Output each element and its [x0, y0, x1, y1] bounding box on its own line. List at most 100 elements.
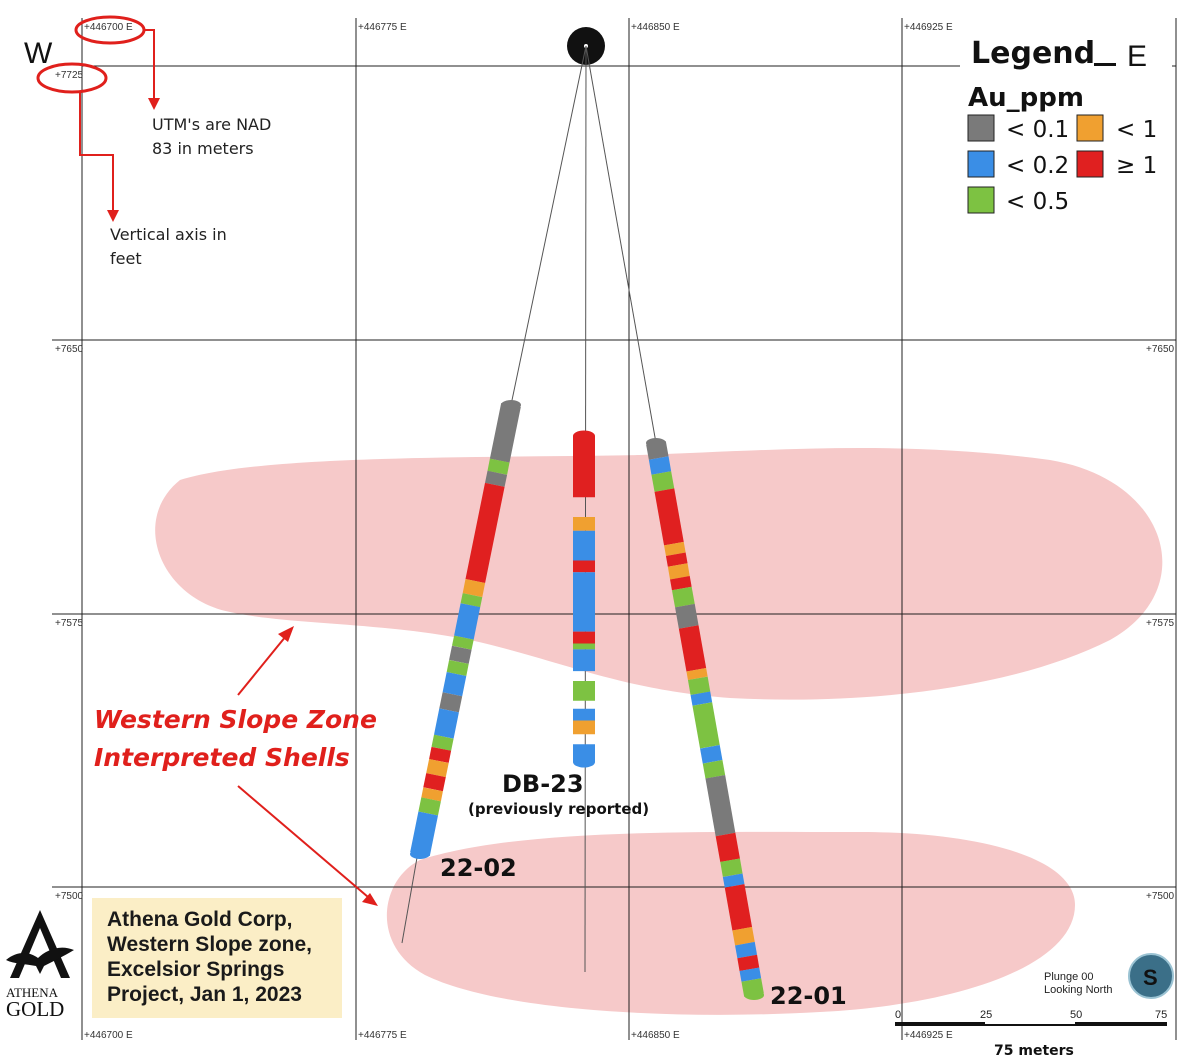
- title-box: Athena Gold Corp, Western Slope zone, Ex…: [92, 898, 342, 1018]
- drill-segment: [446, 659, 469, 676]
- drill-segment: [462, 579, 486, 598]
- legend-item-label: ≥ 1: [1116, 153, 1157, 179]
- drill-segment: [439, 692, 463, 713]
- easting-label: +446850 E: [631, 1030, 680, 1041]
- hole-label-db-23: DB-23: [502, 770, 584, 798]
- elevation-label: +7500: [55, 891, 84, 902]
- scale-tick-label: 50: [1070, 1009, 1082, 1021]
- elevation-label: +7575: [55, 618, 84, 629]
- hole-label-22-02: 22-02: [440, 854, 517, 882]
- logo-text-line-2: GOLD: [6, 997, 64, 1021]
- east-label: E: [1127, 40, 1147, 73]
- legend-swatch: [1076, 150, 1104, 178]
- title-line: Athena Gold Corp,: [107, 908, 293, 931]
- drill-segment: [687, 676, 711, 696]
- drill-segment: [686, 668, 708, 681]
- title-box-background: [92, 898, 342, 1018]
- title-line: Project, Jan 1, 2023: [107, 983, 302, 1006]
- elevation-label: +7725: [55, 70, 84, 81]
- legend: Legend E Au_ppm < 0.1 < 1 < 0.2 ≥ 1 < 0.…: [960, 32, 1172, 252]
- zone-note-line-2: Interpreted Shells: [94, 743, 350, 772]
- upper-shell-zone: [155, 448, 1163, 700]
- drill-cap: [744, 990, 764, 1000]
- legend-item-label: < 1: [1116, 117, 1157, 143]
- drill-segment: [690, 691, 713, 706]
- athena-gold-logo: ATHENA GOLD: [6, 910, 74, 1021]
- scale-tick-label: 25: [980, 1009, 992, 1021]
- legend-swatch: [967, 150, 995, 178]
- drill-segment: [423, 773, 446, 792]
- scale-bar: 0 25 50 75 75 meters: [895, 1009, 1167, 1059]
- drill-segment: [715, 832, 740, 862]
- legend-item-label: < 0.2: [1006, 153, 1069, 179]
- drill-segment: [667, 563, 690, 580]
- west-label: W: [24, 37, 53, 70]
- elevation-label: +7575: [1146, 618, 1175, 629]
- legend-swatch: [967, 114, 995, 142]
- logo-eagle-icon: [6, 947, 74, 974]
- drill-segment: [648, 456, 672, 475]
- view-orientation-symbol: S: [1143, 965, 1158, 990]
- drill-segment: [732, 926, 755, 946]
- looking-label: Looking North: [1044, 984, 1113, 996]
- drill-cap: [646, 438, 666, 448]
- easting-label: +446700 E: [84, 22, 133, 33]
- callout-arrowheads: [107, 98, 160, 222]
- drill-segment: [705, 775, 736, 837]
- drill-traces: [401, 45, 657, 973]
- utm-note-line-2: 83 in meters: [152, 139, 254, 158]
- elevation-label: +7650: [55, 344, 84, 355]
- utm-note-line-1: UTM's are NAD: [152, 115, 271, 134]
- plunge-label: Plunge 00: [1044, 971, 1094, 983]
- legend-swatch: [1076, 114, 1104, 142]
- legend-background: [960, 32, 1172, 252]
- drill-segment: [700, 745, 723, 764]
- drill-segment: [460, 593, 483, 608]
- zone-arrows: [237, 626, 378, 906]
- drill-cap: [501, 400, 521, 410]
- easting-label: +446925 E: [904, 22, 953, 33]
- drill-cap: [573, 756, 595, 768]
- drill-segment: [429, 746, 452, 763]
- scale-caption: 75 meters: [994, 1043, 1074, 1059]
- grid: [52, 18, 1177, 1040]
- easting-label: +446700 E: [84, 1030, 133, 1041]
- drill-segment: [410, 811, 439, 856]
- vertical-note-line-2: feet: [110, 249, 142, 268]
- easting-label: +446850 E: [631, 22, 680, 33]
- legend-title-underline: [1094, 63, 1116, 66]
- drill-segment: [670, 576, 692, 591]
- lower-shell-zone: [386, 831, 1075, 1015]
- drill-cap: [573, 430, 595, 442]
- easting-labels-bottom: +446700 E +446775 E +446850 E +446925 E: [84, 1030, 953, 1041]
- drill-segment: [421, 787, 443, 802]
- drill-segment: [671, 586, 695, 608]
- legend-title: Legend: [971, 36, 1095, 71]
- legend-swatch: [967, 186, 995, 214]
- scale-tick-label: 75: [1155, 1009, 1167, 1021]
- elevation-labels: +7725 +7650 +7650 +7575 +7575 +7500 +750…: [55, 70, 1175, 902]
- drill-segment: [739, 967, 762, 982]
- drill-segment: [426, 758, 449, 778]
- hole-sublabel-db-23: (previously reported): [468, 800, 649, 818]
- drill-hole-db-23: [573, 430, 595, 768]
- drill-segment: [465, 482, 505, 583]
- zone-note-line-1: Western Slope Zone: [94, 705, 377, 734]
- drill-cap: [410, 849, 430, 859]
- elevation-label: +7500: [1146, 891, 1175, 902]
- logo-text-line-1: ATHENA: [6, 985, 59, 1000]
- drill-segment: [651, 471, 675, 492]
- drill-segment: [678, 625, 707, 672]
- drill-segment: [724, 884, 753, 931]
- drill-hole-22-02: [410, 400, 521, 859]
- drill-segment: [737, 954, 760, 971]
- scale-segment: [895, 1022, 985, 1026]
- drill-segment: [654, 488, 684, 546]
- drill-hole-22-01: [646, 438, 764, 1000]
- title-line: Excelsior Springs: [107, 958, 284, 981]
- easting-labels-top: +446700 E +446775 E +446850 E +446925 E: [84, 22, 953, 33]
- drill-segment: [692, 702, 720, 749]
- drill-segment: [418, 797, 441, 816]
- drill-segment: [431, 734, 454, 751]
